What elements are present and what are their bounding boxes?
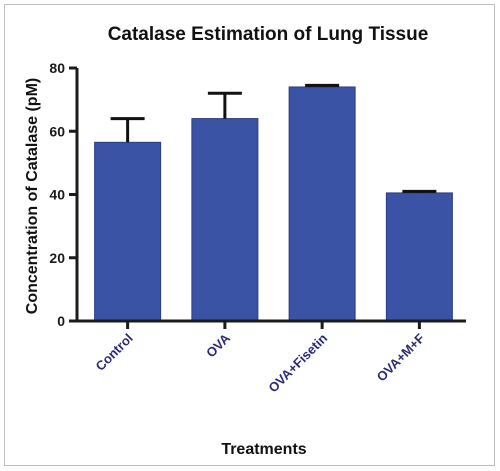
bar-ova-m-f — [385, 192, 453, 322]
y-tick-label: 20 — [49, 250, 65, 266]
x-axis-label: Treatments — [221, 441, 306, 458]
error-bar — [110, 117, 145, 143]
bar-control — [94, 141, 162, 322]
x-ticks-group: Control OVA OVA+Fisetin OVA+M+F — [92, 321, 428, 395]
error-bar — [305, 83, 340, 87]
x-tick-label: OVA+M+F — [374, 330, 428, 384]
bar-ova — [191, 118, 259, 322]
y-tick-label: 80 — [49, 60, 65, 76]
y-axis-label: Concentration of Catalase (pM) — [24, 78, 41, 314]
bars-group — [94, 86, 453, 322]
error-bar — [207, 91, 242, 119]
x-tick-label: OVA+Fisetin — [265, 330, 330, 395]
x-tick-label: Control — [92, 331, 135, 374]
y-tick-label: 60 — [49, 123, 65, 139]
x-tick-label: OVA — [203, 330, 233, 360]
error-bar — [402, 189, 437, 193]
y-tick-label: 40 — [49, 187, 65, 203]
error-bars-group — [110, 83, 437, 193]
y-ticks-group: 0 20 40 60 80 — [49, 60, 77, 329]
chart-title: Catalase Estimation of Lung Tissue — [108, 24, 429, 45]
y-tick-label: 0 — [57, 313, 65, 329]
bar-ova-fisetin — [288, 86, 356, 322]
